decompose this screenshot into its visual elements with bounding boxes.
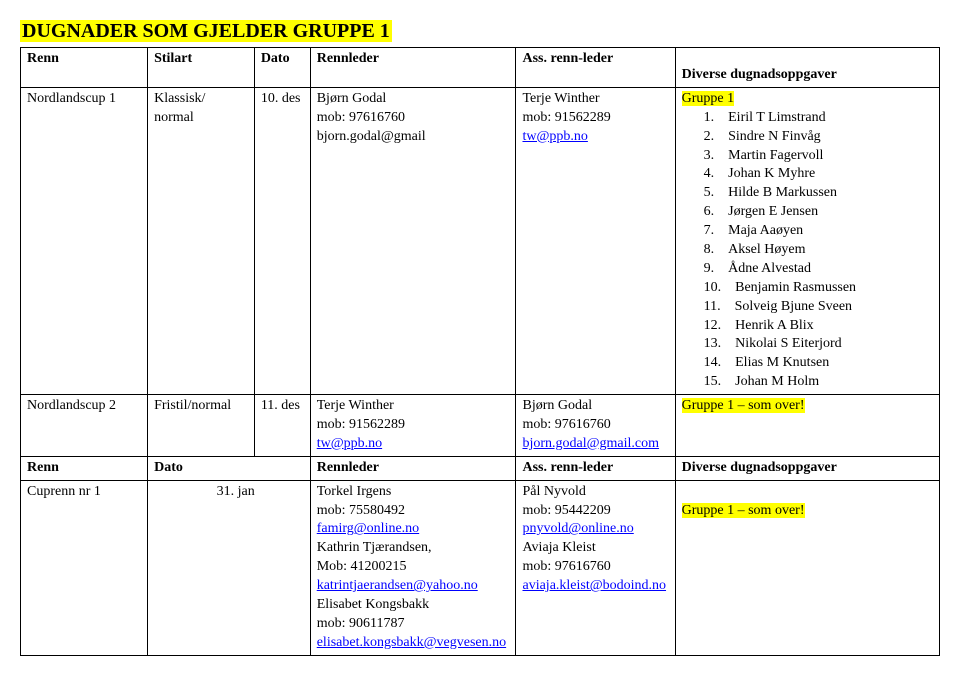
- cell-renn: Nordlandscup 1: [21, 87, 148, 394]
- ass-mob: mob: 91562289: [522, 110, 610, 125]
- cell-stilart: Fristil/normal: [148, 395, 255, 457]
- hdr-renn: Renn: [21, 48, 148, 88]
- cell-stilart: Klassisk/ normal: [148, 87, 255, 394]
- table-header-row: Renn Stilart Dato Rennleder Ass. renn-le…: [21, 48, 940, 88]
- table-1: Renn Stilart Dato Rennleder Ass. renn-le…: [20, 47, 940, 656]
- ass-mob: mob: 95442209: [522, 503, 610, 518]
- table-header-row: Renn Dato Rennleder Ass. renn-leder Dive…: [21, 456, 940, 480]
- leader-mail-link[interactable]: famirg@online.no: [317, 521, 419, 536]
- cell-div: Gruppe 1 – som over!: [675, 480, 939, 655]
- ass-mob: mob: 97616760: [522, 417, 610, 432]
- list-item: 15. Johan M Holm: [704, 373, 933, 392]
- ass-name: Pål Nyvold: [522, 484, 585, 499]
- hdr-renn: Renn: [21, 456, 148, 480]
- table-row: Nordlandscup 2 Fristil/normal 11. des Te…: [21, 395, 940, 457]
- leader-mail-link[interactable]: elisabet.kongsbakk@vegvesen.no: [317, 635, 506, 650]
- ass-mail-link[interactable]: bjorn.godal@gmail.com: [522, 436, 659, 451]
- hdr-dato: Dato: [148, 456, 311, 480]
- cell-dato: 11. des: [254, 395, 310, 457]
- cell-renn: Cuprenn nr 1: [21, 480, 148, 655]
- leader-mob: mob: 97616760: [317, 110, 405, 125]
- list-item: 1. Eiril T Limstrand: [704, 109, 933, 128]
- hdr-rennleder: Rennleder: [310, 456, 516, 480]
- list-item: 6. Jørgen E Jensen: [704, 203, 933, 222]
- leader-mail: bjorn.godal@gmail: [317, 129, 426, 144]
- leader-mob: mob: 75580492: [317, 503, 405, 518]
- leader-name: Bjørn Godal: [317, 91, 387, 106]
- list-item: 3. Martin Fagervoll: [704, 147, 933, 166]
- ass-mail-link[interactable]: aviaja.kleist@bodoind.no: [522, 578, 666, 593]
- leader-mob: mob: 91562289: [317, 417, 405, 432]
- ass-name: Bjørn Godal: [522, 398, 592, 413]
- leader-mail-link[interactable]: katrintjaerandsen@yahoo.no: [317, 578, 478, 593]
- group-label: Gruppe 1 – som over!: [682, 398, 805, 413]
- ass-name: Terje Winther: [522, 91, 599, 106]
- cell-ass: Bjørn Godal mob: 97616760 bjorn.godal@gm…: [516, 395, 675, 457]
- leader-name: Terje Winther: [317, 398, 394, 413]
- ass-mob: mob: 97616760: [522, 559, 610, 574]
- cell-ass: Terje Winther mob: 91562289 tw@ppb.no: [516, 87, 675, 394]
- cell-div: Gruppe 1 1. Eiril T Limstrand2. Sindre N …: [675, 87, 939, 394]
- list-item: 14. Elias M Knutsen: [704, 354, 933, 373]
- leader-mob: mob: 90611787: [317, 616, 405, 631]
- list-item: 10. Benjamin Rasmussen: [704, 279, 933, 298]
- list-item: 2. Sindre N Finvåg: [704, 128, 933, 147]
- list-item: 13. Nikolai S Eiterjord: [704, 335, 933, 354]
- cell-rennleder: Bjørn Godal mob: 97616760 bjorn.godal@gm…: [310, 87, 516, 394]
- hdr-div: Diverse dugnadsoppgaver: [675, 48, 939, 88]
- table-row: Nordlandscup 1 Klassisk/ normal 10. des …: [21, 87, 940, 394]
- hdr-rennleder: Rennleder: [310, 48, 516, 88]
- list-item: 5. Hilde B Markussen: [704, 184, 933, 203]
- list-item: 8. Aksel Høyem: [704, 241, 933, 260]
- cell-renn: Nordlandscup 2: [21, 395, 148, 457]
- group-label: Gruppe 1: [682, 91, 735, 106]
- hdr-ass: Ass. renn-leder: [516, 456, 675, 480]
- leader-name: Kathrin Tjærandsen,: [317, 540, 432, 555]
- cell-dato: 10. des: [254, 87, 310, 394]
- ass-name: Aviaja Kleist: [522, 540, 595, 555]
- cell-rennleder: Torkel Irgens mob: 75580492 famirg@onlin…: [310, 480, 516, 655]
- list-item: 9. Ådne Alvestad: [704, 260, 933, 279]
- cell-rennleder: Terje Winther mob: 91562289 tw@ppb.no: [310, 395, 516, 457]
- cell-div: Gruppe 1 – som over!: [675, 395, 939, 457]
- list-item: 11. Solveig Bjune Sveen: [704, 298, 933, 317]
- hdr-div: Diverse dugnadsoppgaver: [675, 456, 939, 480]
- ass-mail-link[interactable]: pnyvold@online.no: [522, 521, 633, 536]
- cell-dato: 31. jan: [148, 480, 311, 655]
- table-row: Cuprenn nr 1 31. jan Torkel Irgens mob: …: [21, 480, 940, 655]
- list-item: 12. Henrik A Blix: [704, 317, 933, 336]
- hdr-dato: Dato: [254, 48, 310, 88]
- list-item: 7. Maja Aaøyen: [704, 222, 933, 241]
- hdr-ass: Ass. renn-leder: [516, 48, 675, 88]
- leader-name: Elisabet Kongsbakk: [317, 597, 429, 612]
- leader-name: Torkel Irgens: [317, 484, 392, 499]
- ass-mail-link[interactable]: tw@ppb.no: [522, 129, 587, 144]
- list-item: 4. Johan K Myhre: [704, 165, 933, 184]
- page-title: DUGNADER SOM GJELDER GRUPPE 1: [20, 20, 392, 42]
- leader-mob: Mob: 41200215: [317, 559, 407, 574]
- cell-ass: Pål Nyvold mob: 95442209 pnyvold@online.…: [516, 480, 675, 655]
- group-label: Gruppe 1 – som over!: [682, 503, 805, 518]
- leader-mail-link[interactable]: tw@ppb.no: [317, 436, 382, 451]
- hdr-stilart: Stilart: [148, 48, 255, 88]
